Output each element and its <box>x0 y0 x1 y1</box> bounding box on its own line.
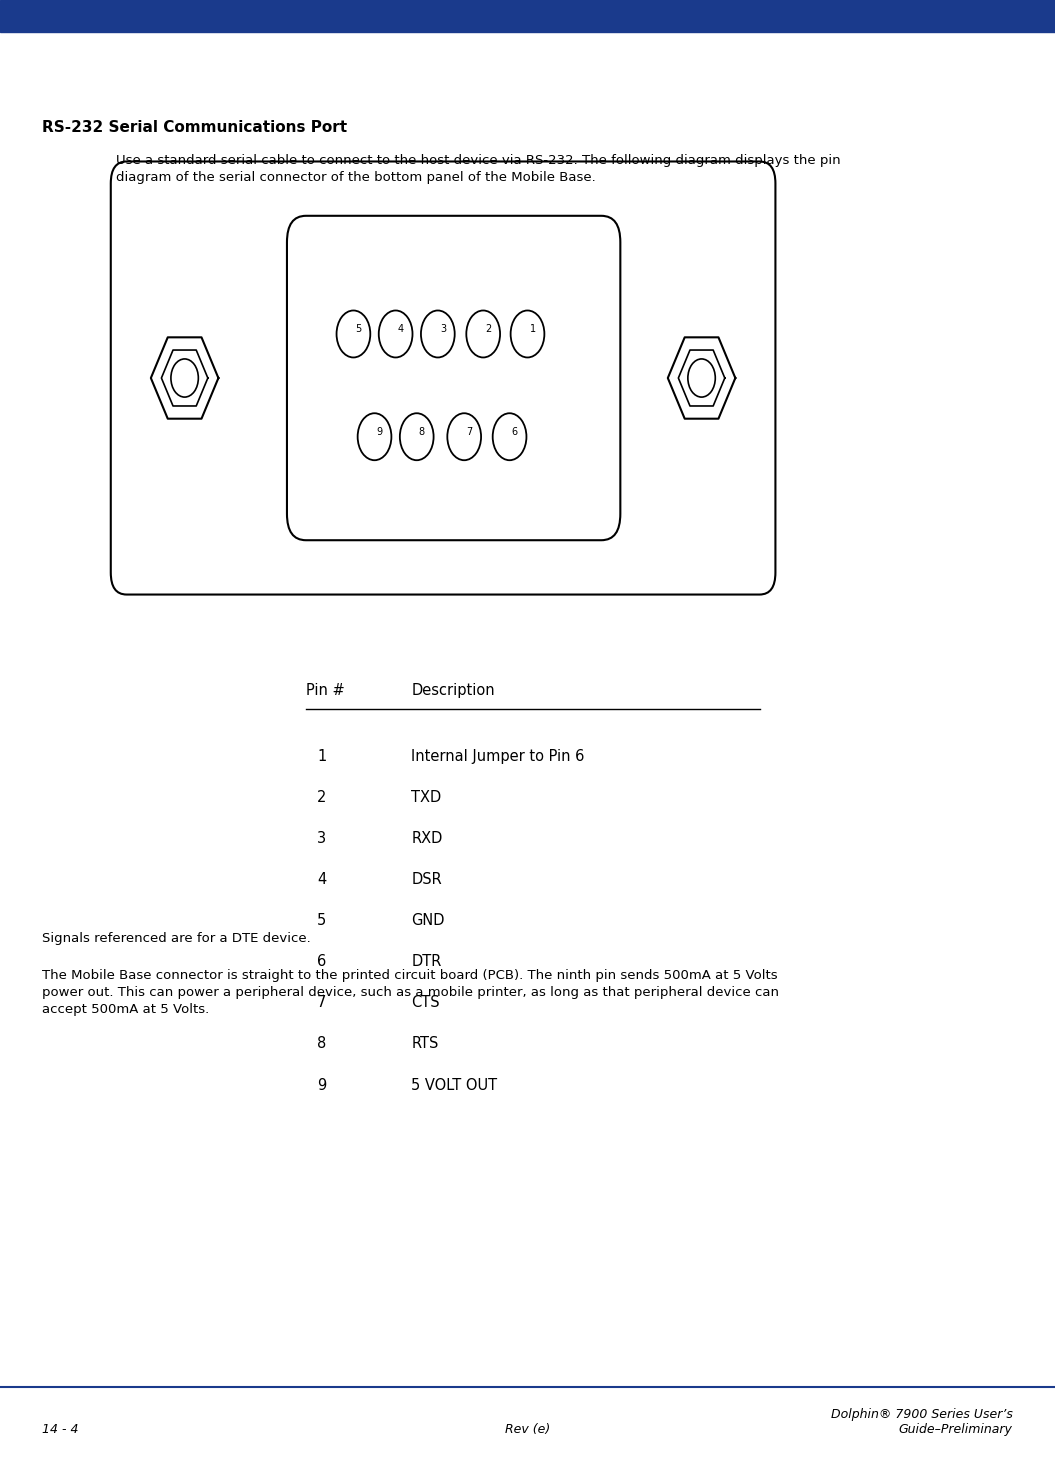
Text: 8: 8 <box>419 427 425 437</box>
Text: CTS: CTS <box>411 995 440 1010</box>
Text: 4: 4 <box>318 872 326 887</box>
Text: 8: 8 <box>318 1036 326 1051</box>
FancyBboxPatch shape <box>111 161 775 595</box>
Text: TXD: TXD <box>411 790 442 804</box>
Text: Internal Jumper to Pin 6: Internal Jumper to Pin 6 <box>411 749 584 763</box>
Text: DSR: DSR <box>411 872 442 887</box>
Bar <box>0 0 1055 32</box>
Text: 6: 6 <box>318 954 326 969</box>
Text: 7: 7 <box>466 427 473 437</box>
Text: 9: 9 <box>377 427 383 437</box>
Text: 3: 3 <box>318 831 326 846</box>
Text: 5: 5 <box>318 913 326 928</box>
Text: 14 - 4: 14 - 4 <box>42 1422 79 1436</box>
Text: RS-232 Serial Communications Port: RS-232 Serial Communications Port <box>42 120 347 135</box>
Text: 7: 7 <box>318 995 326 1010</box>
Text: Rev (e): Rev (e) <box>505 1422 550 1436</box>
Text: The Mobile Base connector is straight to the printed circuit board (PCB). The ni: The Mobile Base connector is straight to… <box>42 969 780 1016</box>
Text: 9: 9 <box>318 1078 326 1092</box>
Text: 1: 1 <box>318 749 326 763</box>
Text: 3: 3 <box>440 324 446 335</box>
Text: 4: 4 <box>398 324 404 335</box>
Text: 6: 6 <box>512 427 518 437</box>
Text: GND: GND <box>411 913 445 928</box>
Text: 2: 2 <box>485 324 492 335</box>
Text: 5: 5 <box>356 324 362 335</box>
Text: 1: 1 <box>530 324 536 335</box>
Text: Dolphin® 7900 Series User’s
Guide–Preliminary: Dolphin® 7900 Series User’s Guide–Prelim… <box>831 1408 1013 1436</box>
FancyBboxPatch shape <box>287 216 620 540</box>
Text: RTS: RTS <box>411 1036 439 1051</box>
Text: Description: Description <box>411 683 495 697</box>
Text: DTR: DTR <box>411 954 442 969</box>
Text: Use a standard serial cable to connect to the host device via RS-232. The follow: Use a standard serial cable to connect t… <box>116 154 841 184</box>
Text: Signals referenced are for a DTE device.: Signals referenced are for a DTE device. <box>42 932 311 945</box>
Text: 2: 2 <box>318 790 326 804</box>
Text: Pin #: Pin # <box>306 683 345 697</box>
Text: RXD: RXD <box>411 831 443 846</box>
Text: 5 VOLT OUT: 5 VOLT OUT <box>411 1078 498 1092</box>
